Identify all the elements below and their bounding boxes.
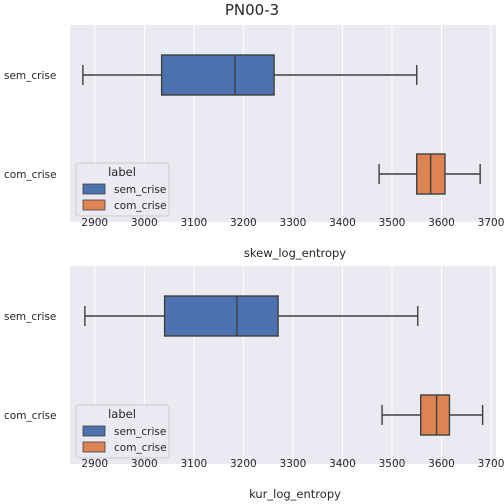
iqr-box	[420, 394, 451, 436]
legend-swatch	[82, 199, 106, 211]
x-tick-label: 3100	[180, 217, 207, 229]
box-com_crise	[381, 394, 484, 436]
x-tick-label: 3000	[131, 458, 158, 470]
x-tick-label: 3700	[478, 458, 504, 470]
x-axis-label: skew_log_entropy	[244, 246, 346, 260]
panels: 2900 3000 3100 3200 3300 3400 3500 3600 3700 sem_…	[4, 25, 504, 501]
legend-entry-label: com_crise	[114, 442, 167, 454]
legend-entry-label: com_crise	[114, 200, 167, 212]
x-tick-label: 3600	[428, 217, 455, 229]
x-tick-label: 3500	[379, 217, 406, 229]
chart-panel-2: 2900 3000 3100 3200 3300 3400 3500 3600 3700 sem_…	[4, 266, 504, 501]
x-tick-label: 3500	[379, 458, 406, 470]
box-com_crise	[378, 153, 481, 195]
x-axis-label: kur_log_entropy	[249, 487, 341, 501]
legend-swatch	[82, 425, 106, 437]
iqr-box	[163, 295, 279, 337]
legend-title: label	[108, 407, 136, 421]
chart-title: PN00-3	[225, 1, 279, 19]
y-category-label: sem_crise	[4, 311, 56, 323]
legend: label sem_crise com_crise	[75, 404, 170, 459]
x-tick-label: 3100	[180, 458, 207, 470]
box-sem_crise	[84, 295, 419, 337]
legend-entry-label: sem_crise	[114, 184, 166, 196]
legend-swatch	[82, 183, 106, 195]
x-tick-label: 3300	[280, 217, 307, 229]
x-tick-label: 3000	[131, 217, 158, 229]
y-category-label: com_crise	[4, 410, 57, 422]
x-tick-label: 3600	[428, 458, 455, 470]
x-tick-label: 2900	[81, 217, 108, 229]
x-tick-label: 2900	[81, 458, 108, 470]
legend-title: label	[108, 165, 136, 179]
x-tick-label: 3300	[280, 458, 307, 470]
legend: label sem_crise com_crise	[75, 162, 170, 217]
legend-entry-label: sem_crise	[114, 426, 166, 438]
y-category-label: com_crise	[4, 169, 57, 181]
x-tick-label: 3200	[230, 217, 257, 229]
box-sem_crise	[82, 54, 418, 96]
legend-swatch	[82, 441, 106, 453]
x-tick-label: 3200	[230, 458, 257, 470]
y-category-label: sem_crise	[4, 70, 56, 82]
x-tick-label: 3700	[478, 217, 504, 229]
x-tick-label: 3400	[329, 458, 356, 470]
chart-panel-1: 2900 3000 3100 3200 3300 3400 3500 3600 3700 sem_…	[4, 25, 504, 260]
iqr-box	[160, 54, 275, 96]
x-tick-label: 3400	[329, 217, 356, 229]
